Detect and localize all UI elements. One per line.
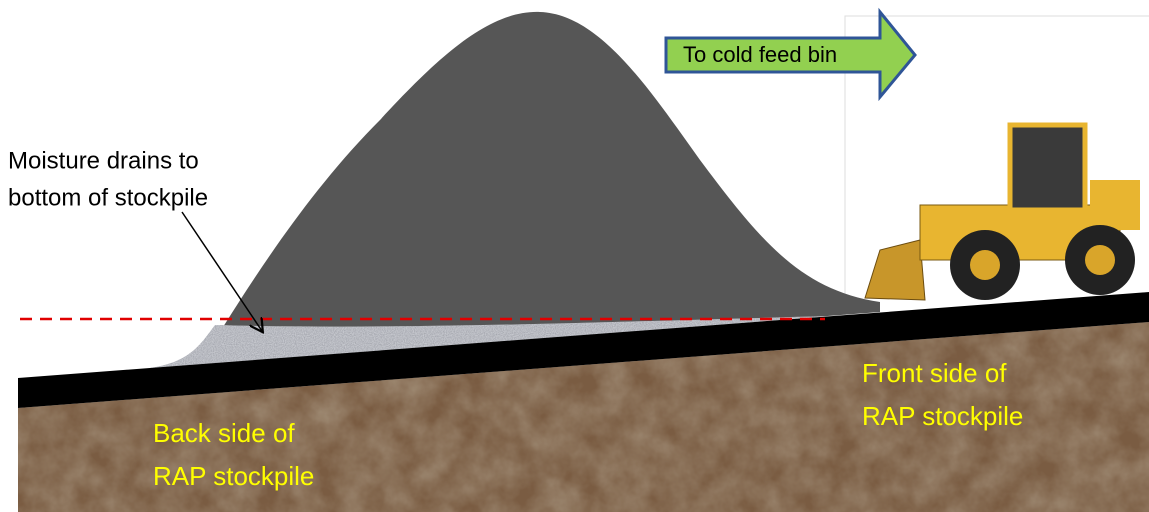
front-label: Front side of <box>862 358 1007 388</box>
loader <box>864 122 1140 301</box>
back-label: RAP stockpile <box>153 461 314 491</box>
annotation-line: Moisture drains to <box>8 147 199 174</box>
arrow-label: To cold feed bin <box>683 42 837 67</box>
arrow <box>664 7 917 102</box>
front-label: RAP stockpile <box>862 401 1023 431</box>
base-band <box>18 292 1149 408</box>
back-label: Back side of <box>153 418 295 448</box>
annotation-line: bottom of stockpile <box>8 184 208 211</box>
soil-texture <box>18 322 1149 512</box>
annotation-pointer <box>181 211 262 331</box>
stockpile <box>200 11 880 364</box>
